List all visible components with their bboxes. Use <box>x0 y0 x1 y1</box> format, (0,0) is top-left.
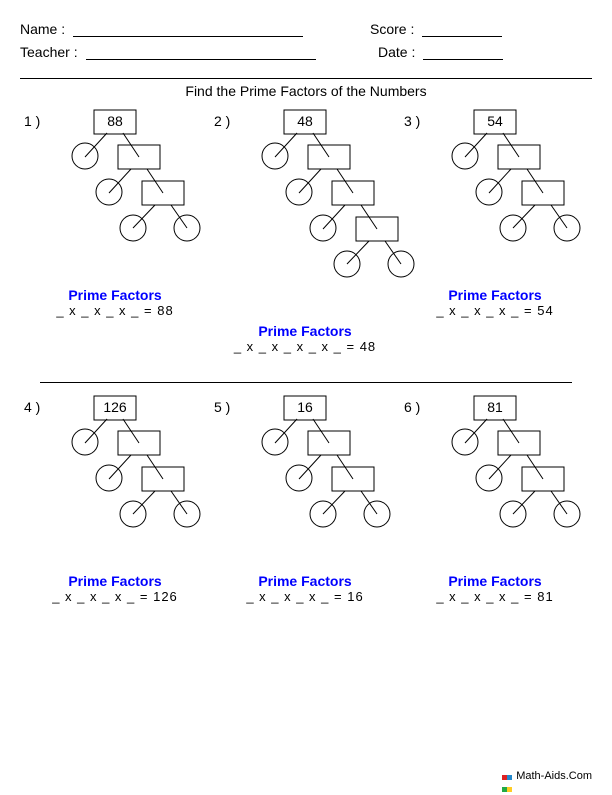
header-row-2: Teacher : Date : <box>20 43 592 60</box>
problem: 6 ) 81 Prime Factors _ x _ x _ x _ = 81 <box>400 395 590 604</box>
footer-logo-icon <box>502 771 513 782</box>
header-row-1: Name : Score : <box>20 20 592 37</box>
problem-number: 4 ) <box>24 399 40 415</box>
prime-factors-equation: _ x _ x _ x _ = 126 <box>20 589 210 604</box>
prime-factors-label: Prime Factors <box>210 323 400 339</box>
svg-text:48: 48 <box>297 113 313 129</box>
footer: Math-Aids.Com <box>502 770 592 782</box>
answer-block: Prime Factors _ x _ x _ x _ x _ = 48 <box>210 323 400 354</box>
problems-grid: 1 ) 88 Prime Factors _ x _ x _ x _ = 88 … <box>0 109 612 624</box>
prime-factors-label: Prime Factors <box>400 573 590 589</box>
answer-block: Prime Factors _ x _ x _ x _ = 54 <box>400 287 590 318</box>
prime-factors-equation: _ x _ x _ x _ = 16 <box>210 589 400 604</box>
problem-number: 2 ) <box>214 113 230 129</box>
problem: 1 ) 88 Prime Factors _ x _ x _ x _ = 88 <box>20 109 210 354</box>
row-divider <box>40 382 572 383</box>
svg-text:16: 16 <box>297 399 313 415</box>
svg-text:126: 126 <box>103 399 127 415</box>
prime-factors-label: Prime Factors <box>400 287 590 303</box>
problem: 4 ) 126 Prime Factors _ x _ x _ x _ = 12… <box>20 395 210 604</box>
problem-number: 3 ) <box>404 113 420 129</box>
prime-factors-equation: _ x _ x _ x _ x _ = 48 <box>210 339 400 354</box>
prime-factors-equation: _ x _ x _ x _ = 54 <box>400 303 590 318</box>
date-line <box>423 43 503 60</box>
prime-factors-label: Prime Factors <box>210 573 400 589</box>
prime-factors-equation: _ x _ x _ x _ = 88 <box>20 303 210 318</box>
worksheet-header: Name : Score : Teacher : Date : <box>0 0 612 72</box>
problem-number: 5 ) <box>214 399 230 415</box>
problem-number: 1 ) <box>24 113 40 129</box>
score-line <box>422 20 502 37</box>
score-label: Score : <box>370 21 422 37</box>
svg-text:88: 88 <box>107 113 123 129</box>
svg-text:54: 54 <box>487 113 503 129</box>
answer-block: Prime Factors _ x _ x _ x _ = 81 <box>400 573 590 604</box>
answer-block: Prime Factors _ x _ x _ x _ = 88 <box>20 287 210 318</box>
problem: 2 ) 48 Prime Factors _ x _ x _ x _ x _ =… <box>210 109 400 354</box>
name-label: Name : <box>20 21 73 37</box>
problem: 5 ) 16 Prime Factors _ x _ x _ x _ = 16 <box>210 395 400 604</box>
prime-factors-equation: _ x _ x _ x _ = 81 <box>400 589 590 604</box>
name-line <box>73 20 303 37</box>
problem-number: 6 ) <box>404 399 420 415</box>
problem: 3 ) 54 Prime Factors _ x _ x _ x _ = 54 <box>400 109 590 354</box>
prime-factors-label: Prime Factors <box>20 287 210 303</box>
answer-block: Prime Factors _ x _ x _ x _ = 126 <box>20 573 210 604</box>
teacher-label: Teacher : <box>20 44 86 60</box>
footer-text: Math-Aids.Com <box>516 770 592 782</box>
svg-text:81: 81 <box>487 399 503 415</box>
header-rule <box>20 78 592 79</box>
teacher-line <box>86 43 316 60</box>
answer-block: Prime Factors _ x _ x _ x _ = 16 <box>210 573 400 604</box>
date-label: Date : <box>370 44 423 60</box>
worksheet-title: Find the Prime Factors of the Numbers <box>0 83 612 99</box>
prime-factors-label: Prime Factors <box>20 573 210 589</box>
